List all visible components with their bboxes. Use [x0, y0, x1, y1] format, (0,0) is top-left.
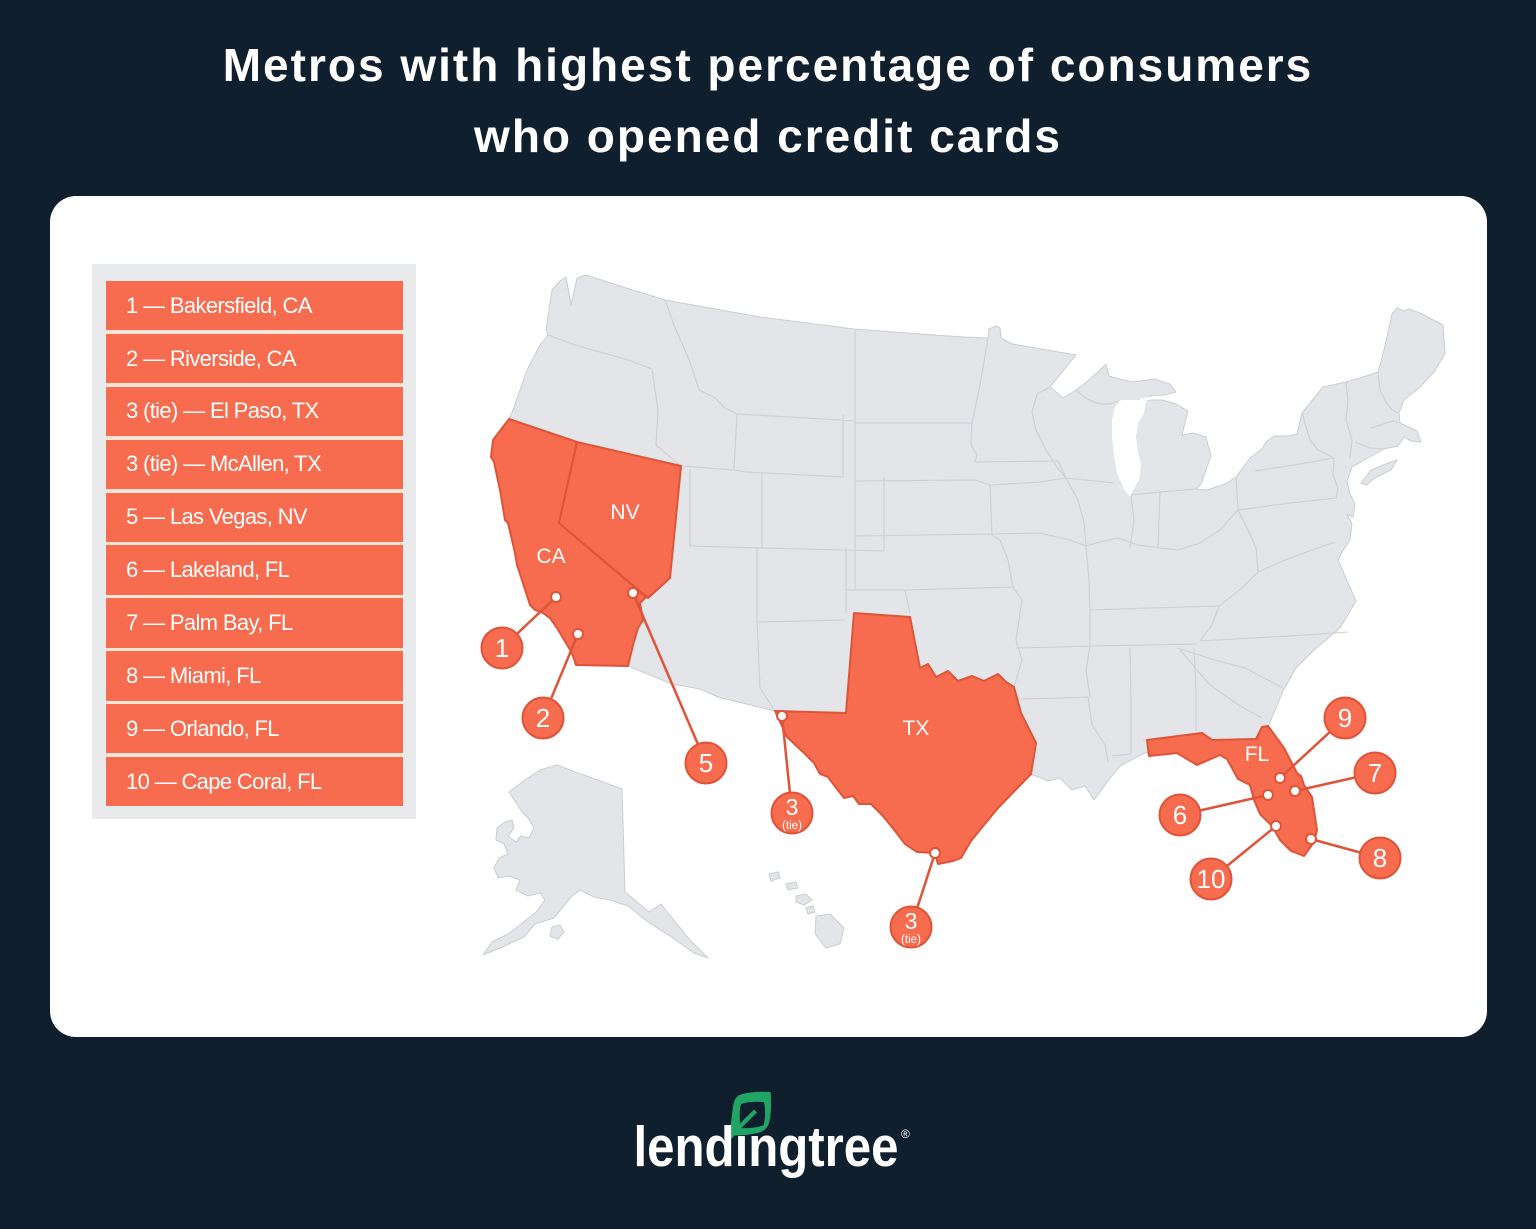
svg-text:1: 1: [495, 633, 509, 663]
svg-text:5: 5: [699, 748, 713, 778]
svg-text:FL: FL: [1245, 743, 1270, 766]
svg-text:TX: TX: [903, 717, 930, 740]
svg-text:3: 3: [905, 908, 918, 934]
svg-text:7: 7: [1368, 758, 1382, 788]
svg-text:(tie): (tie): [782, 820, 802, 832]
svg-text:10: 10: [1197, 864, 1226, 894]
svg-text:9: 9: [1338, 703, 1352, 733]
svg-text:3: 3: [786, 794, 799, 820]
svg-text:8: 8: [1373, 843, 1387, 873]
svg-text:6: 6: [1173, 800, 1187, 830]
svg-text:(tie): (tie): [901, 934, 921, 946]
svg-text:2: 2: [536, 703, 550, 733]
svg-text:CA: CA: [536, 545, 565, 568]
svg-text:NV: NV: [610, 501, 639, 524]
